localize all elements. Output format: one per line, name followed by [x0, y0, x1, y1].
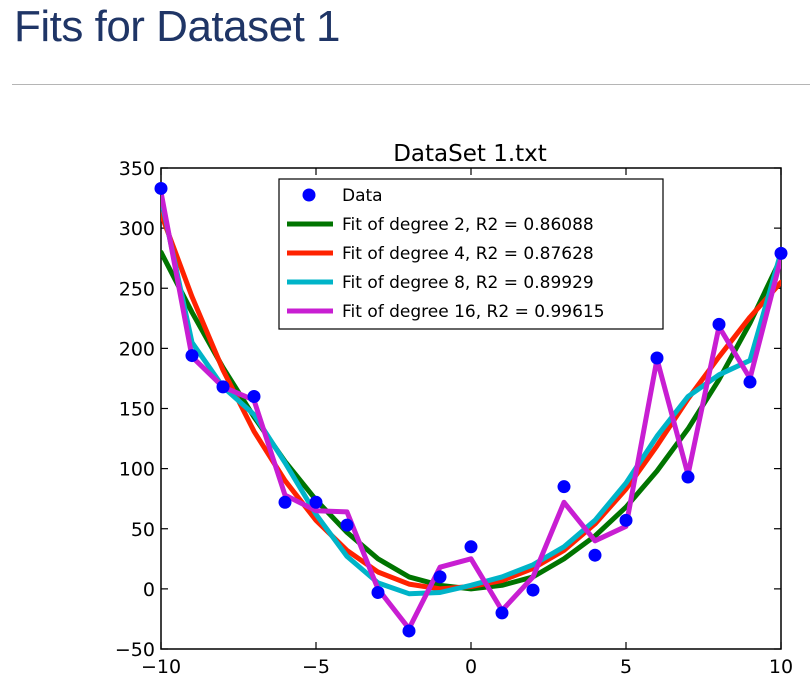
fit-lines [161, 189, 781, 632]
legend-label: Fit of degree 4, R2 = 0.87628 [342, 244, 594, 264]
y-tick-label: 250 [119, 278, 155, 300]
fit-line-4 [161, 189, 781, 632]
legend-label: Fit of degree 2, R2 = 0.86088 [342, 215, 594, 235]
data-point [712, 317, 726, 331]
data-point [371, 585, 385, 599]
y-tick-label: 200 [119, 338, 155, 360]
data-point [247, 389, 261, 403]
y-tick-label: 350 [119, 158, 155, 180]
y-tick-label: 50 [131, 519, 155, 541]
data-point [650, 351, 664, 365]
data-point [278, 495, 292, 509]
x-tick-label: 5 [620, 656, 632, 678]
data-point [526, 583, 540, 597]
data-point [743, 375, 757, 389]
y-tick-label: 300 [119, 218, 155, 240]
chart-title: DataSet 1.txt [393, 141, 547, 167]
data-point [216, 380, 230, 394]
data-points [154, 181, 788, 638]
legend-label: Data [342, 186, 383, 206]
data-point [340, 518, 354, 532]
x-tick-label: 0 [465, 656, 477, 678]
title-divider [12, 84, 810, 85]
slide-title: Fits for Dataset 1 [14, 2, 341, 51]
data-point [557, 480, 571, 494]
x-tick-label: 10 [769, 656, 793, 678]
x-tick-label: −10 [141, 656, 181, 678]
y-tick-label: 150 [119, 399, 155, 421]
data-point [464, 540, 478, 554]
data-point [433, 570, 447, 584]
legend-box [278, 178, 664, 330]
data-point [774, 246, 788, 260]
legend-label: Fit of degree 16, R2 = 0.99615 [342, 302, 605, 322]
data-point [588, 548, 602, 562]
y-tick-label: −50 [115, 639, 155, 661]
legend: Data Fit of degree 2, R2 = 0.86088 Fit of … [278, 178, 664, 330]
y-tick-label: 0 [143, 579, 155, 601]
data-point [154, 181, 168, 195]
data-point [309, 495, 323, 509]
data-point [185, 349, 199, 363]
legend-label: Fit of degree 8, R2 = 0.89929 [342, 273, 594, 293]
data-point [402, 624, 416, 638]
data-point [681, 470, 695, 484]
x-tick-label: −5 [302, 656, 330, 678]
data-point [495, 606, 509, 620]
y-tick-label: 100 [119, 459, 155, 481]
data-point [619, 513, 633, 527]
legend-marker-data [302, 188, 316, 202]
